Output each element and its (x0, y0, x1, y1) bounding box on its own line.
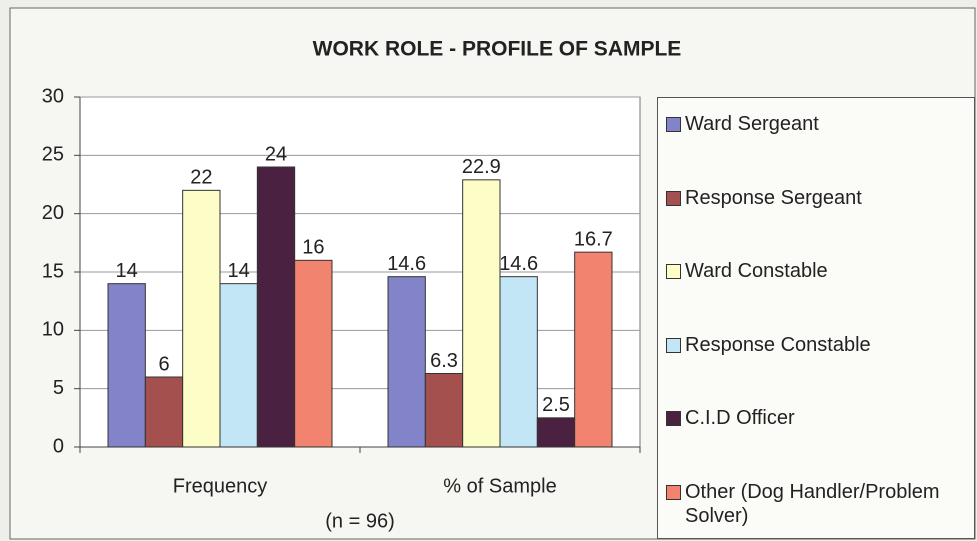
legend-swatch (666, 190, 681, 206)
data-label: 14.6 (499, 253, 538, 275)
bar (107, 283, 146, 448)
bar (387, 276, 426, 448)
annotation: (n = 96) (325, 510, 394, 532)
bar (424, 373, 464, 448)
legend-item: Ward Sergeant (666, 112, 971, 136)
data-label: 14 (116, 260, 138, 282)
data-label: 6.3 (430, 350, 458, 372)
bar (536, 417, 576, 448)
legend-label: Response Sergeant (685, 186, 862, 209)
legend-swatch (666, 484, 681, 500)
data-label: 14.6 (387, 253, 426, 275)
data-label: 2.5 (542, 394, 570, 416)
legend-label: Ward Sergeant (685, 113, 819, 135)
data-label: 6 (158, 353, 169, 375)
legend-item: Response Sergeant (666, 186, 971, 210)
data-label: 16 (302, 237, 324, 259)
y-tick-label: 25 (42, 144, 64, 166)
bar (182, 189, 221, 448)
x-tick-label: % of Sample (443, 475, 556, 497)
bar (144, 376, 184, 448)
y-tick-label: 0 (53, 435, 64, 457)
y-tick-label: 30 (42, 85, 64, 107)
legend-item: Ward Constable (666, 259, 971, 283)
legend-swatch (666, 264, 681, 279)
legend-label: Ward Constable (685, 260, 828, 282)
legend-swatch (666, 117, 681, 132)
legend-swatch (666, 337, 681, 353)
legend-label: Other (Dog Handler/Problem Solver) (685, 480, 940, 527)
chart-title: WORK ROLE - PROFILE OF SAMPLE (313, 38, 682, 61)
bar (256, 166, 296, 448)
y-tick-label: 15 (42, 260, 64, 282)
data-label: 16.7 (574, 228, 613, 250)
bar (574, 251, 613, 448)
legend-item: C.I.D Officer (666, 406, 971, 430)
data-label: 24 (265, 143, 287, 165)
legend-item: Response Constable (666, 333, 971, 357)
data-label: 22 (190, 167, 212, 189)
y-tick-label: 10 (42, 319, 64, 341)
y-tick-label: 5 (53, 377, 64, 399)
bar (294, 259, 333, 448)
legend: Ward Sergeant Response Sergeant Ward Const… (657, 97, 975, 539)
bar (219, 283, 258, 448)
x-tick-label: Frequency (173, 475, 268, 497)
legend-label: Response Constable (685, 333, 871, 356)
legend-label: C.I.D Officer (685, 407, 795, 429)
y-tick-label: 20 (42, 202, 64, 224)
legend-item: Other (Dog Handler/Problem Solver) (666, 480, 971, 528)
data-label: 22.9 (462, 156, 501, 178)
bar (499, 276, 538, 448)
bar (462, 179, 501, 448)
data-label: 14 (228, 260, 250, 282)
legend-swatch (666, 411, 681, 426)
